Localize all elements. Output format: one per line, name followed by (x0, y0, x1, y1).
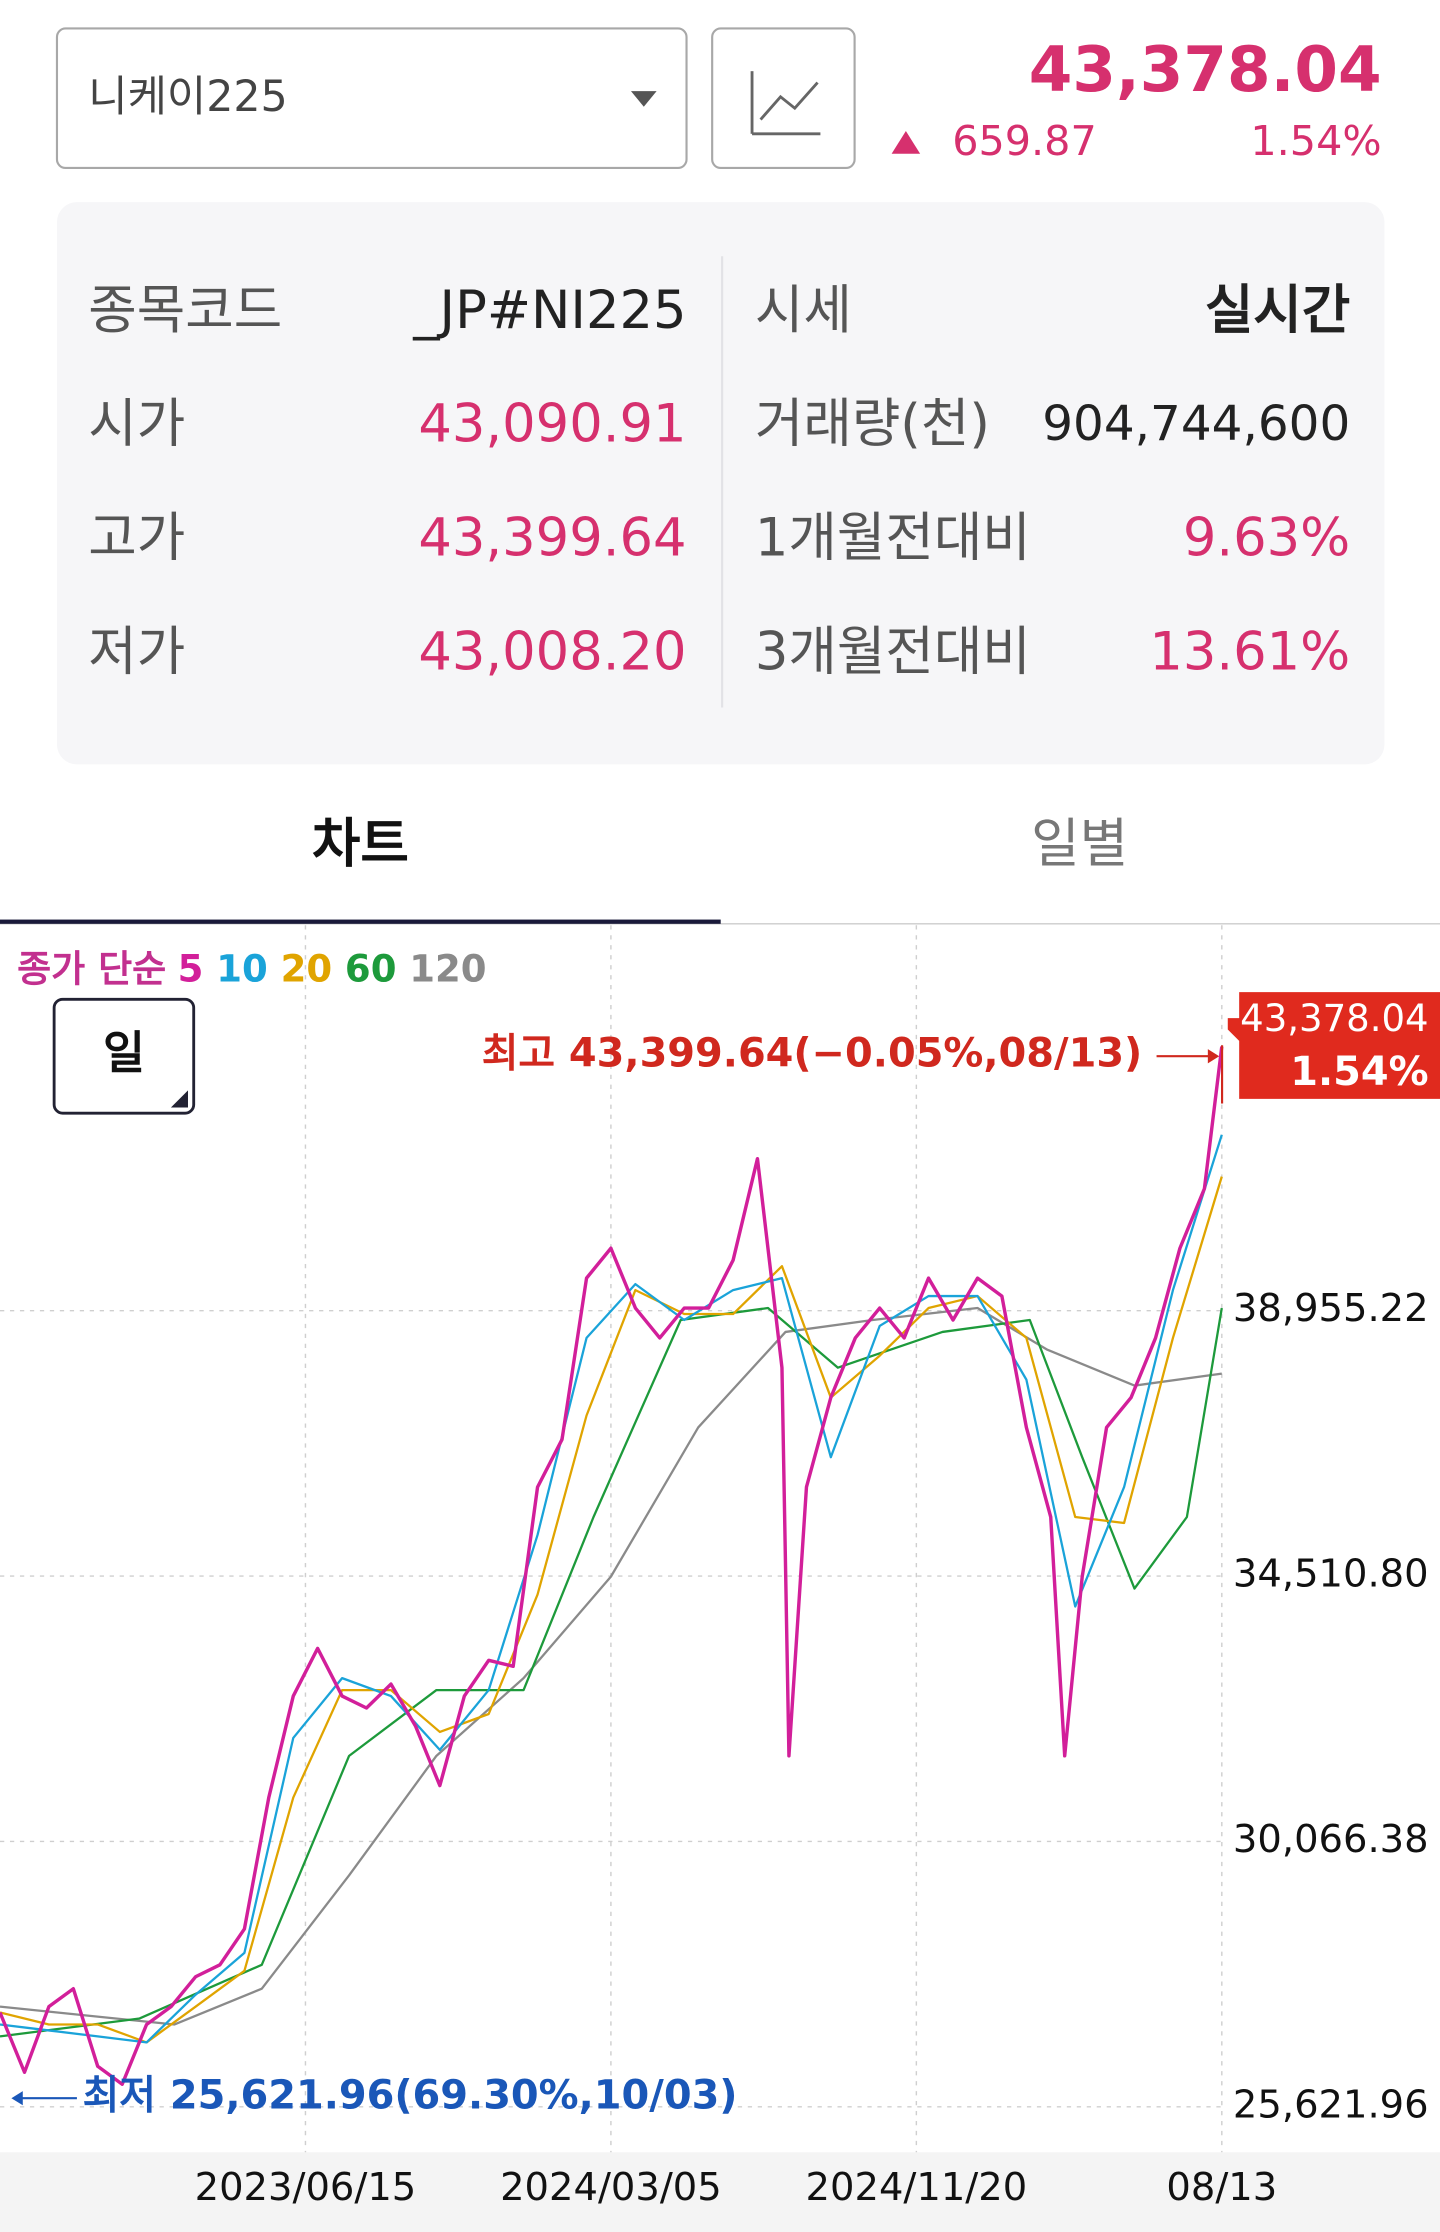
legend-entry: 5 (178, 947, 204, 990)
ma-line (0, 1176, 1223, 2044)
x-tick-label: 2023/06/15 (195, 2165, 417, 2210)
info-label: 3개월전대비 (755, 621, 1031, 682)
info-panel (56, 202, 1385, 765)
ma-line (0, 1306, 1222, 2026)
legend: 종가 단순 5 10 20 60 120 (17, 947, 486, 990)
legend-entry: 20 (281, 947, 333, 990)
info-label: 종목코드 (88, 280, 282, 341)
x-tick-label: 2024/03/05 (500, 2165, 722, 2210)
period-corner (170, 1090, 189, 1108)
last-price-box (1227, 992, 1440, 1099)
low-label: 최저 25,621.96(69.30%,10/03) (83, 2073, 738, 2119)
ma-line (0, 1134, 1223, 2044)
info-label: 거래량(천) (755, 394, 990, 455)
high-label: 최고 43,399.64(−0.05%,08/13) (482, 1031, 1143, 1077)
info-label: 고가 (88, 508, 185, 569)
up-arrow (891, 130, 921, 154)
info-value: 9.63% (1183, 508, 1350, 569)
period-button-text: 일 (103, 1027, 145, 1080)
last-change-label: 1.54% (1290, 1049, 1428, 1095)
info-label: 시세 (755, 280, 852, 341)
legend-title: 종가 단순 (17, 947, 166, 990)
info-value: 실시간 (1205, 280, 1350, 341)
tab-indicator (0, 919, 721, 924)
current-price: 43,378.04 (1029, 33, 1382, 106)
info-label: 시가 (88, 394, 185, 455)
legend-entry: 10 (216, 947, 268, 990)
last-price-label: 43,378.04 (1240, 997, 1428, 1040)
ma-line (0, 1046, 1224, 2086)
y-tick-label: 30,066.38 (1233, 1817, 1429, 1862)
info-value: 43,090.91 (418, 394, 686, 455)
x-axis-band (0, 2152, 1440, 2232)
tab-daily[interactable]: 일별 (1031, 814, 1128, 875)
y-tick-label: 34,510.80 (1233, 1552, 1429, 1597)
y-tick-label: 25,621.96 (1233, 2082, 1429, 2127)
info-label: 1개월전대비 (755, 508, 1031, 569)
legend-entry: 120 (409, 947, 486, 990)
plot: 2023/06/15 2024/03/05 2024/11/20 08/13 25,62… (0, 925, 1440, 2210)
dropdown-arrow (630, 91, 657, 107)
info-value: 43,399.64 (418, 508, 686, 569)
index-selector[interactable] (55, 27, 688, 170)
info-value: 43,008.20 (418, 621, 686, 682)
high-arrow-head (1207, 1049, 1220, 1064)
period-button[interactable] (52, 997, 196, 1115)
y-tick-label: 38,955.22 (1233, 1286, 1429, 1331)
info-value: 904,744,600 (1042, 396, 1350, 452)
legend-entry: 60 (345, 947, 397, 990)
info-value: _JP#NI225 (412, 280, 686, 341)
info-value: 13.61% (1149, 621, 1350, 682)
price-change: 659.87 (952, 117, 1096, 165)
selector-text: 니케이225 (88, 72, 287, 122)
low-arrow-head (11, 2091, 23, 2106)
x-tick-label: 2024/11/20 (806, 2165, 1028, 2210)
tab-chart[interactable]: 차트 (312, 814, 409, 875)
info-label: 저가 (88, 621, 185, 682)
x-tick-label: 08/13 (1166, 2165, 1277, 2210)
price-change-pct: 1.54% (1250, 117, 1381, 165)
chart-icon-line (759, 81, 819, 121)
